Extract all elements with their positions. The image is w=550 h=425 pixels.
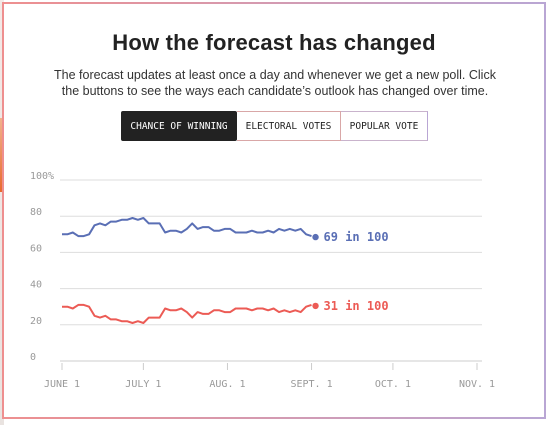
page-title: How the forecast has changed — [112, 30, 436, 55]
subtitle-line-2: the buttons to see the ways each candida… — [61, 84, 489, 98]
x-tick-label: AUG. 1 — [209, 379, 245, 390]
x-tick-label: NOV. 1 — [459, 379, 495, 390]
series-end-dot-red — [312, 302, 319, 310]
subtitle-line-1: The forecast updates at least once a day… — [54, 68, 496, 82]
series-end-label-blue: 69 in 100 — [324, 230, 389, 244]
series-end-dot-blue — [312, 233, 319, 241]
y-tick-label: 60 — [30, 243, 42, 254]
tab-popular-vote[interactable]: POPULAR VOTE — [341, 111, 428, 141]
y-tick-label: 0 — [30, 352, 36, 363]
tab-chance-of-winning[interactable]: CHANCE OF WINNING — [121, 111, 237, 141]
series-line-blue — [62, 217, 312, 238]
x-tick-label: JUNE 1 — [44, 379, 80, 390]
page-subtitle: The forecast updates at least once a day… — [30, 67, 520, 99]
series-end-label-red: 31 in 100 — [324, 299, 389, 313]
tab-electoral-votes[interactable]: ELECTORAL VOTES — [237, 111, 341, 141]
x-tick-label: SEPT. 1 — [290, 379, 332, 390]
metric-tabs: CHANCE OF WINNING ELECTORAL VOTES POPULA… — [121, 111, 428, 141]
forecast-card — [2, 2, 546, 419]
y-tick-label: 80 — [30, 207, 42, 218]
x-tick-label: OCT. 1 — [375, 379, 411, 390]
x-tick-label: JULY 1 — [125, 379, 161, 390]
y-tick-label: 40 — [30, 280, 42, 291]
series-line-red — [62, 303, 312, 324]
y-tick-label: 20 — [30, 316, 42, 327]
y-tick-label: 100% — [30, 171, 54, 182]
